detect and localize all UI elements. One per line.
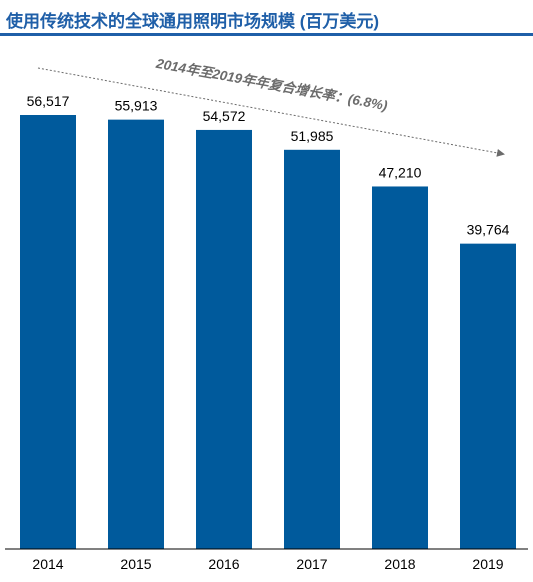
- value-label-2015: 55,913: [115, 98, 158, 114]
- value-label-2018: 47,210: [379, 164, 422, 180]
- value-label-2019: 39,764: [467, 222, 510, 238]
- title-underline: [0, 33, 533, 36]
- bar-2018: [372, 186, 428, 550]
- x-tick-2019: 2019: [472, 556, 503, 572]
- chart-title: 使用传统技术的全球通用照明市场规模 (百万美元): [6, 12, 380, 31]
- x-tick-2014: 2014: [32, 556, 63, 572]
- value-label-2014: 56,517: [27, 93, 70, 109]
- value-label-2016: 54,572: [203, 108, 246, 124]
- bar-2014: [20, 115, 76, 549]
- x-tick-2015: 2015: [120, 556, 151, 572]
- cagr-trend-arrow: [37, 67, 505, 157]
- x-tick-2016: 2016: [208, 556, 239, 572]
- x-tick-2017: 2017: [296, 556, 327, 572]
- bar-2019: [460, 243, 516, 549]
- bar-2017: [284, 149, 340, 550]
- x-tick-2018: 2018: [384, 556, 415, 572]
- value-label-2017: 51,985: [291, 128, 334, 144]
- cagr-annotation: 2014年至2019年年复合增长率：(6.8%): [154, 56, 389, 114]
- bar-2015: [108, 119, 164, 549]
- bar-2016: [196, 129, 252, 550]
